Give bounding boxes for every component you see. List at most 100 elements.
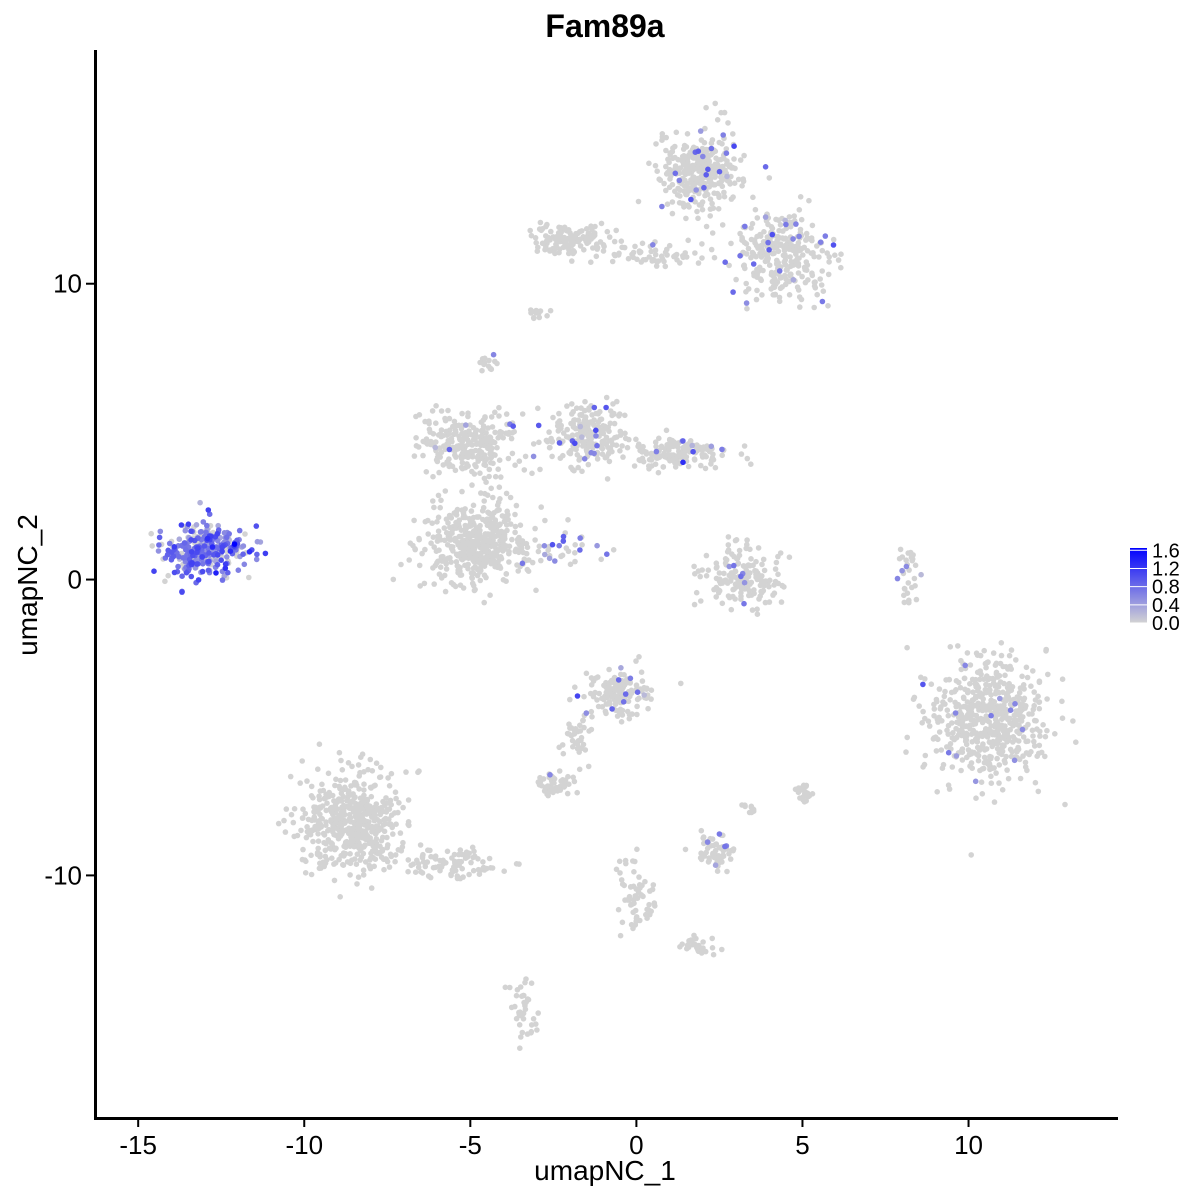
cell-point (359, 751, 366, 757)
cell-point (325, 837, 332, 843)
cell-point (538, 227, 545, 234)
cell-point (488, 366, 494, 372)
cell-point (512, 462, 518, 469)
cell-point (768, 286, 774, 292)
cell-point (781, 259, 787, 265)
cell-point (983, 660, 989, 667)
cell-point (175, 563, 181, 570)
cell-point (838, 251, 844, 257)
cell-point (434, 458, 441, 465)
cell-point (947, 697, 953, 703)
cell-point (730, 846, 737, 852)
cell-point (536, 543, 543, 550)
cell-point (1002, 727, 1009, 733)
cell-point (321, 863, 328, 870)
cell-point (962, 735, 969, 742)
cell-point (569, 401, 575, 407)
cell-point (461, 555, 468, 561)
cell-point (317, 804, 323, 810)
cell-point (792, 786, 799, 793)
cell-point (723, 150, 730, 156)
cell-point (637, 249, 643, 256)
cell-point (515, 568, 521, 574)
cell-point (984, 734, 991, 740)
cell-point (759, 243, 765, 250)
cell-point (601, 243, 607, 250)
cell-point (591, 232, 598, 239)
cell-point (364, 796, 371, 803)
cell-point (775, 259, 781, 266)
cell-point (630, 925, 636, 932)
cell-point (621, 682, 628, 688)
cell-point (1001, 680, 1007, 687)
cell-point (319, 781, 325, 788)
cell-point (795, 260, 802, 267)
cell-point (697, 573, 703, 580)
cell-point (992, 662, 999, 668)
cell-point (973, 795, 979, 801)
cell-point (484, 531, 491, 537)
cell-point (904, 590, 911, 596)
cell-point (556, 224, 562, 231)
color-legend: 0.00.40.81.21.6 (1130, 540, 1180, 635)
cell-point (636, 457, 642, 463)
cell-point (492, 473, 499, 480)
cell-point (303, 834, 310, 841)
cell-point (420, 438, 427, 445)
cell-point (450, 868, 456, 875)
cell-point (183, 569, 190, 576)
cell-point (838, 264, 844, 271)
cell-point (986, 682, 993, 689)
cell-point (646, 254, 653, 260)
cell-point (677, 193, 683, 199)
cell-point (583, 226, 590, 232)
cell-point (754, 287, 760, 294)
cell-point (716, 831, 723, 837)
cell-point (620, 699, 627, 705)
cell-point (363, 811, 370, 817)
cell-point (547, 307, 554, 314)
cell-point (443, 516, 450, 522)
cell-point (416, 768, 422, 774)
cell-point (1031, 743, 1038, 749)
cell-point (490, 494, 496, 501)
cell-point (483, 865, 490, 872)
cell-point (588, 682, 595, 688)
cell-point (997, 695, 1003, 702)
cell-point (369, 768, 376, 774)
cell-point (635, 443, 641, 450)
cell-point (636, 882, 643, 888)
cell-point (513, 992, 520, 999)
cell-point (666, 184, 673, 191)
cell-point (692, 571, 698, 577)
cell-point (703, 104, 709, 111)
cell-point (530, 1016, 537, 1022)
cell-point (488, 552, 495, 559)
cell-point (745, 245, 752, 252)
cell-point (471, 553, 477, 559)
cell-point (324, 800, 330, 806)
cell-point (471, 471, 478, 477)
cell-point (826, 259, 832, 265)
cell-point (795, 242, 801, 249)
cell-point (416, 562, 423, 569)
cell-point (759, 561, 765, 568)
cell-point (508, 1004, 515, 1011)
cell-point (746, 588, 753, 594)
cell-point (330, 823, 336, 830)
cell-point (777, 222, 784, 228)
cell-point (749, 220, 756, 227)
cell-point (714, 868, 721, 874)
cell-point (488, 485, 495, 492)
cell-point (742, 803, 748, 810)
cell-point (585, 763, 592, 770)
cell-point (505, 455, 512, 462)
cell-point (636, 654, 642, 660)
cell-point (496, 484, 503, 491)
cell-point (498, 555, 505, 562)
cell-point (410, 861, 417, 867)
cell-point (534, 1027, 540, 1033)
cell-point (213, 570, 219, 576)
cell-point (1040, 722, 1046, 728)
cell-point (343, 838, 350, 845)
